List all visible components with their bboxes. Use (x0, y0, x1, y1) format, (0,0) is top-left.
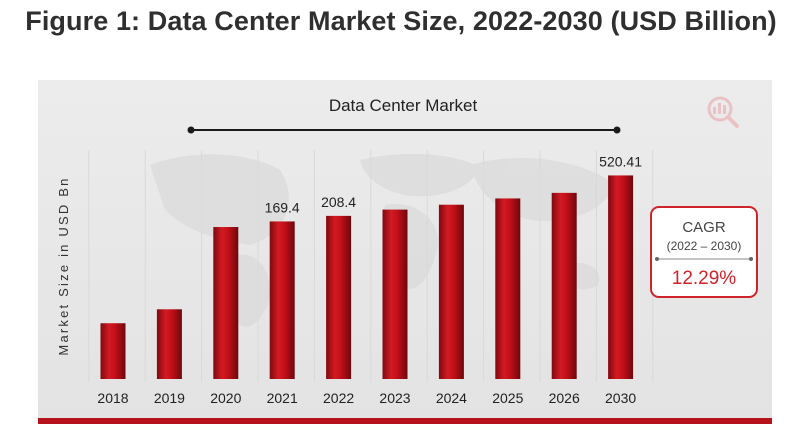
x-tick-label: 2018 (97, 390, 128, 406)
figure-title: Figure 1: Data Center Market Size, 2022-… (25, 6, 777, 36)
cagr-value: 12.29% (672, 268, 737, 289)
data-label: 169.4 (265, 199, 300, 215)
chart-magnifier-icon (707, 96, 739, 128)
x-tick-labels: 2018 2019 2020 2021 2022 2023 2024 2025 2026 2030 (97, 390, 636, 406)
title-rule-left-dot (187, 126, 195, 134)
title-rule-right-dot (613, 126, 621, 134)
cagr-rule-left-dot (655, 257, 659, 261)
x-tick-label: 2019 (154, 390, 185, 406)
data-label: 520.41 (599, 153, 642, 169)
bars-group (100, 175, 634, 379)
bar-2021 (269, 221, 295, 379)
cagr-rule-right-dot (749, 257, 753, 261)
chart-title: Data Center Market (329, 96, 478, 115)
panel-bottom-bar (38, 418, 772, 424)
bar-2019 (156, 309, 182, 379)
x-tick-label: 2020 (210, 390, 241, 406)
bar-2030 (608, 175, 634, 379)
x-tick-label: 2022 (323, 390, 354, 406)
data-labels: 169.4 208.4 520.41 (265, 153, 643, 215)
bar-2020 (213, 227, 239, 379)
bar-2023 (382, 209, 408, 379)
cagr-box (650, 206, 758, 298)
bar-2026 (551, 192, 577, 379)
x-tick-label: 2021 (267, 390, 298, 406)
cagr-callout: CAGR (2022 – 2030) 12.29% (650, 206, 758, 298)
data-label: 208.4 (321, 194, 356, 210)
y-axis-label: Market Size in USD Bn (56, 176, 71, 355)
gridlines (88, 150, 654, 382)
bar-2018 (100, 323, 126, 379)
cagr-period: (2022 – 2030) (667, 239, 742, 253)
bar-2025 (495, 198, 521, 379)
x-tick-label: 2025 (492, 390, 523, 406)
x-tick-label: 2026 (549, 390, 580, 406)
x-tick-label: 2023 (379, 390, 410, 406)
cagr-title: CAGR (682, 219, 726, 236)
bar-2022 (326, 215, 352, 379)
x-tick-label: 2024 (436, 390, 467, 406)
bar-2024 (438, 204, 464, 379)
x-tick-label: 2030 (605, 390, 636, 406)
